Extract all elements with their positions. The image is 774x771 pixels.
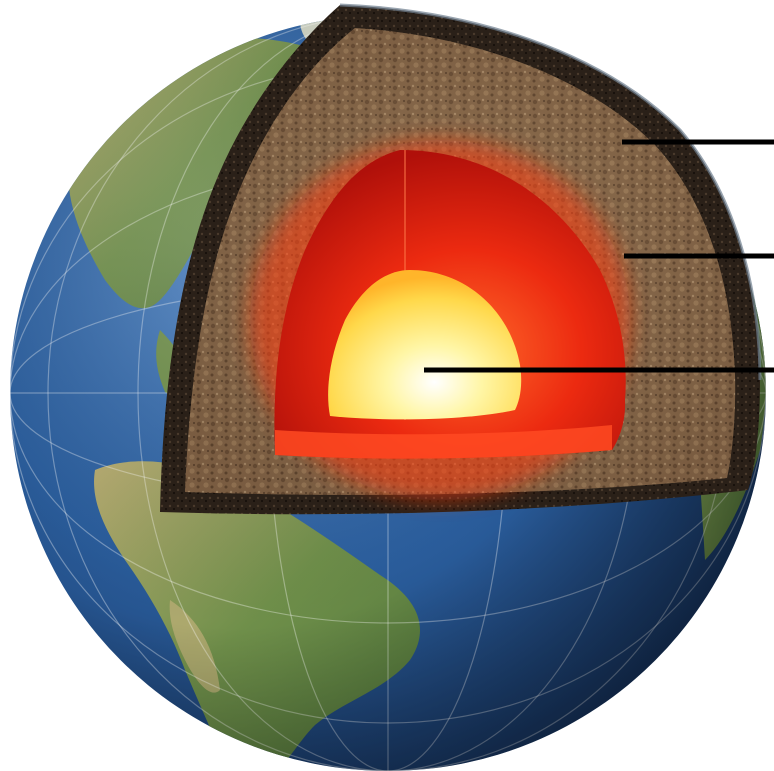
- inner-core-layer: [328, 270, 522, 420]
- leader-lines: [424, 139, 774, 373]
- cutaway-section: [160, 3, 762, 515]
